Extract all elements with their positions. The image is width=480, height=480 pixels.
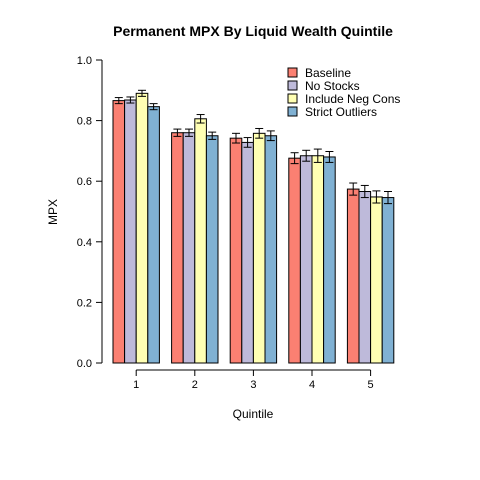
bar-3-baseline xyxy=(229,137,243,364)
bar-3-include-neg-cons xyxy=(252,132,266,364)
error-bar-4-strict-outliers xyxy=(325,151,334,163)
y-tick-label: 0.6 xyxy=(77,176,92,188)
error-bar-2-strict-outliers xyxy=(208,131,217,140)
bar-4-no-stocks xyxy=(299,155,313,364)
error-bar-1-include-neg-cons xyxy=(138,89,146,97)
x-axis: 1 2 3 4 5 xyxy=(133,369,374,391)
error-bar-2-include-neg-cons xyxy=(196,114,205,124)
legend-entry-include-neg-cons: Include Neg Cons xyxy=(287,92,400,106)
y-tick-label: 0.0 xyxy=(77,358,92,370)
x-tick-label: 1 xyxy=(133,379,139,391)
bar-5-baseline xyxy=(346,188,360,364)
bar-1-no-stocks xyxy=(124,99,137,364)
bar-5-no-stocks xyxy=(358,191,372,364)
chart-title: Permanent MPX By Liquid Wealth Quintile xyxy=(113,23,393,39)
error-bar-5-strict-outliers xyxy=(384,191,392,205)
error-bar-1-baseline xyxy=(114,97,123,105)
error-bar-2-baseline xyxy=(173,128,182,137)
bar-3-no-stocks xyxy=(241,141,254,364)
error-bar-3-no-stocks xyxy=(243,137,252,148)
bar-1-baseline xyxy=(112,100,126,364)
bar-3-strict-outliers xyxy=(264,135,278,364)
error-bar-4-no-stocks xyxy=(302,149,311,162)
bar-4-baseline xyxy=(288,157,301,364)
legend-swatch xyxy=(287,67,298,78)
bar-1-strict-outliers xyxy=(147,106,160,364)
error-bar-3-baseline xyxy=(232,132,240,144)
bar-1-include-neg-cons xyxy=(135,92,149,364)
legend-swatch xyxy=(287,80,298,91)
error-bar-1-no-stocks xyxy=(126,96,135,104)
bar-4-strict-outliers xyxy=(323,156,336,364)
bars-group xyxy=(112,89,395,364)
legend-entry-no-stocks: No Stocks xyxy=(287,79,360,93)
legend-label: No Stocks xyxy=(305,79,360,93)
error-bar-4-include-neg-cons xyxy=(313,148,322,163)
bar-2-strict-outliers xyxy=(205,135,219,364)
y-axis-label: MPX xyxy=(46,199,60,225)
legend-swatch xyxy=(287,93,298,104)
error-bar-4-baseline xyxy=(290,152,299,165)
bar-5-include-neg-cons xyxy=(370,196,383,364)
bar-2-no-stocks xyxy=(182,132,196,364)
y-axis: 0.0 0.2 0.4 0.6 0.8 1.0 xyxy=(77,55,103,370)
x-tick-label: 5 xyxy=(368,379,374,391)
x-axis-label: Quintile xyxy=(233,407,274,421)
y-tick-label: 0.4 xyxy=(77,237,92,249)
legend-label: Include Neg Cons xyxy=(305,92,400,106)
x-tick-label: 3 xyxy=(250,379,256,391)
legend-label: Baseline xyxy=(305,66,351,80)
x-tick-label: 4 xyxy=(309,379,315,391)
legend-swatch xyxy=(287,106,298,117)
y-tick-label: 1.0 xyxy=(77,55,92,67)
error-bar-1-strict-outliers xyxy=(149,103,158,111)
bar-2-baseline xyxy=(171,132,184,364)
bar-5-strict-outliers xyxy=(381,197,395,364)
error-bar-3-strict-outliers xyxy=(266,130,275,142)
error-bar-5-baseline xyxy=(349,182,358,196)
y-tick-label: 0.2 xyxy=(77,297,92,309)
error-bar-5-include-neg-cons xyxy=(372,190,381,204)
error-bar-5-no-stocks xyxy=(360,184,369,199)
bar-2-include-neg-cons xyxy=(194,118,207,364)
legend-entry-strict-outliers: Strict Outliers xyxy=(287,105,377,119)
x-tick-label: 2 xyxy=(192,379,198,391)
y-tick-label: 0.8 xyxy=(77,116,92,128)
error-bar-3-include-neg-cons xyxy=(255,127,264,139)
bar-4-include-neg-cons xyxy=(311,155,325,364)
legend-entry-baseline: Baseline xyxy=(287,66,351,80)
error-bar-2-no-stocks xyxy=(185,128,193,137)
legend-label: Strict Outliers xyxy=(305,105,377,119)
